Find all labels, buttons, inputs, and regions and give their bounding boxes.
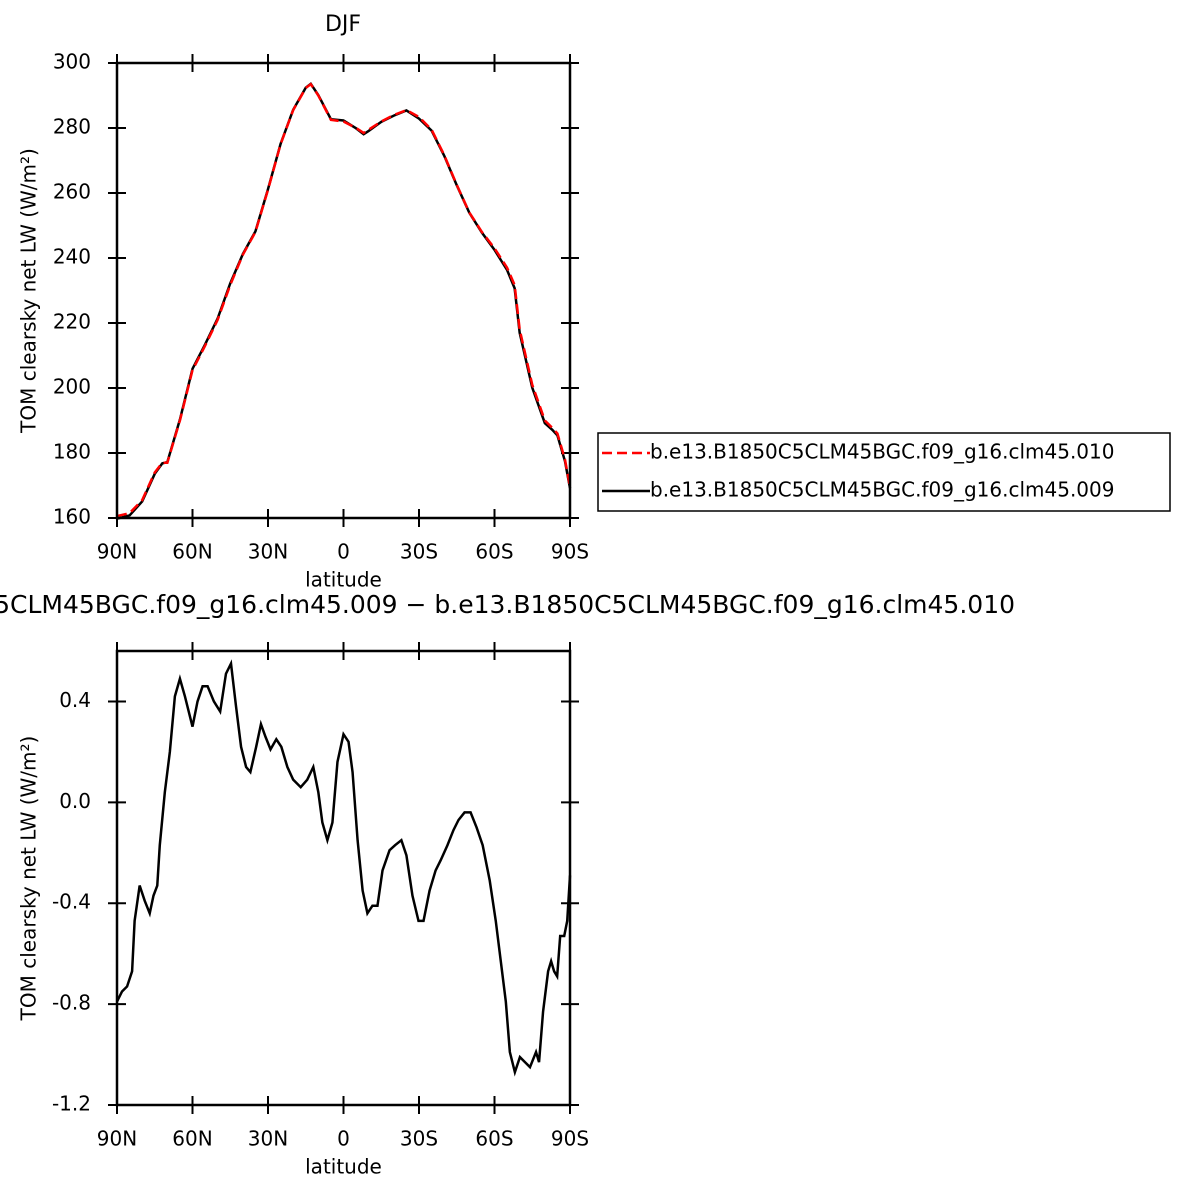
x-tick-label: 30S bbox=[400, 540, 438, 564]
y-tick-label: 0.0 bbox=[59, 789, 91, 813]
x-tick-label: 90S bbox=[551, 540, 589, 564]
y-tick-label: 160 bbox=[53, 505, 91, 529]
plot-frame bbox=[115, 61, 572, 520]
data-line bbox=[115, 659, 572, 1077]
y-tick-label: -1.2 bbox=[52, 1092, 91, 1116]
x-tick-label: 90S bbox=[551, 1127, 589, 1151]
chart-title: DJF bbox=[325, 12, 361, 37]
y-tick-label: 240 bbox=[53, 245, 91, 269]
y-tick-label: 300 bbox=[53, 50, 91, 74]
x-tick-label: 0 bbox=[337, 1127, 350, 1151]
y-tick-label: -0.4 bbox=[52, 890, 91, 914]
x-tick-label: 0 bbox=[337, 540, 350, 564]
data-line bbox=[116, 81, 572, 520]
x-tick-label: 30N bbox=[248, 540, 288, 564]
y-tick-label: -0.8 bbox=[52, 991, 91, 1015]
legend-box bbox=[597, 432, 1171, 512]
x-tick-label: 60S bbox=[475, 1127, 513, 1151]
x-axis-label: latitude bbox=[305, 1155, 382, 1179]
x-tick-label: 30N bbox=[248, 1127, 288, 1151]
x-tick-label: 90N bbox=[97, 540, 137, 564]
y-tick-label: 0.4 bbox=[59, 688, 91, 712]
y-tick-label: 220 bbox=[53, 310, 91, 334]
x-tick-label: 30S bbox=[400, 1127, 438, 1151]
x-axis-label: latitude bbox=[305, 568, 382, 592]
x-tick-label: 60S bbox=[475, 540, 513, 564]
plot-frame bbox=[115, 649, 572, 1107]
y-tick-label: 200 bbox=[53, 375, 91, 399]
x-tick-label: 60N bbox=[172, 540, 212, 564]
y-tick-label: 260 bbox=[53, 180, 91, 204]
legend-label: b.e13.B1850C5CLM45BGC.f09_g16.clm45.009 bbox=[650, 478, 1114, 502]
y-axis-label: TOM clearsky net LW (W/m²) bbox=[17, 148, 41, 434]
chart-title: b.e13.B1850C5CLM45BGC.f09_g16.clm45.009 … bbox=[0, 590, 1015, 619]
data-line bbox=[116, 82, 572, 518]
x-tick-label: 90N bbox=[97, 1127, 137, 1151]
y-axis-label: TOM clearsky net LW (W/m²) bbox=[17, 736, 41, 1022]
legend-label: b.e13.B1850C5CLM45BGC.f09_g16.clm45.010 bbox=[650, 440, 1114, 464]
y-tick-label: 280 bbox=[53, 115, 91, 139]
y-tick-label: 180 bbox=[53, 440, 91, 464]
x-tick-label: 60N bbox=[172, 1127, 212, 1151]
